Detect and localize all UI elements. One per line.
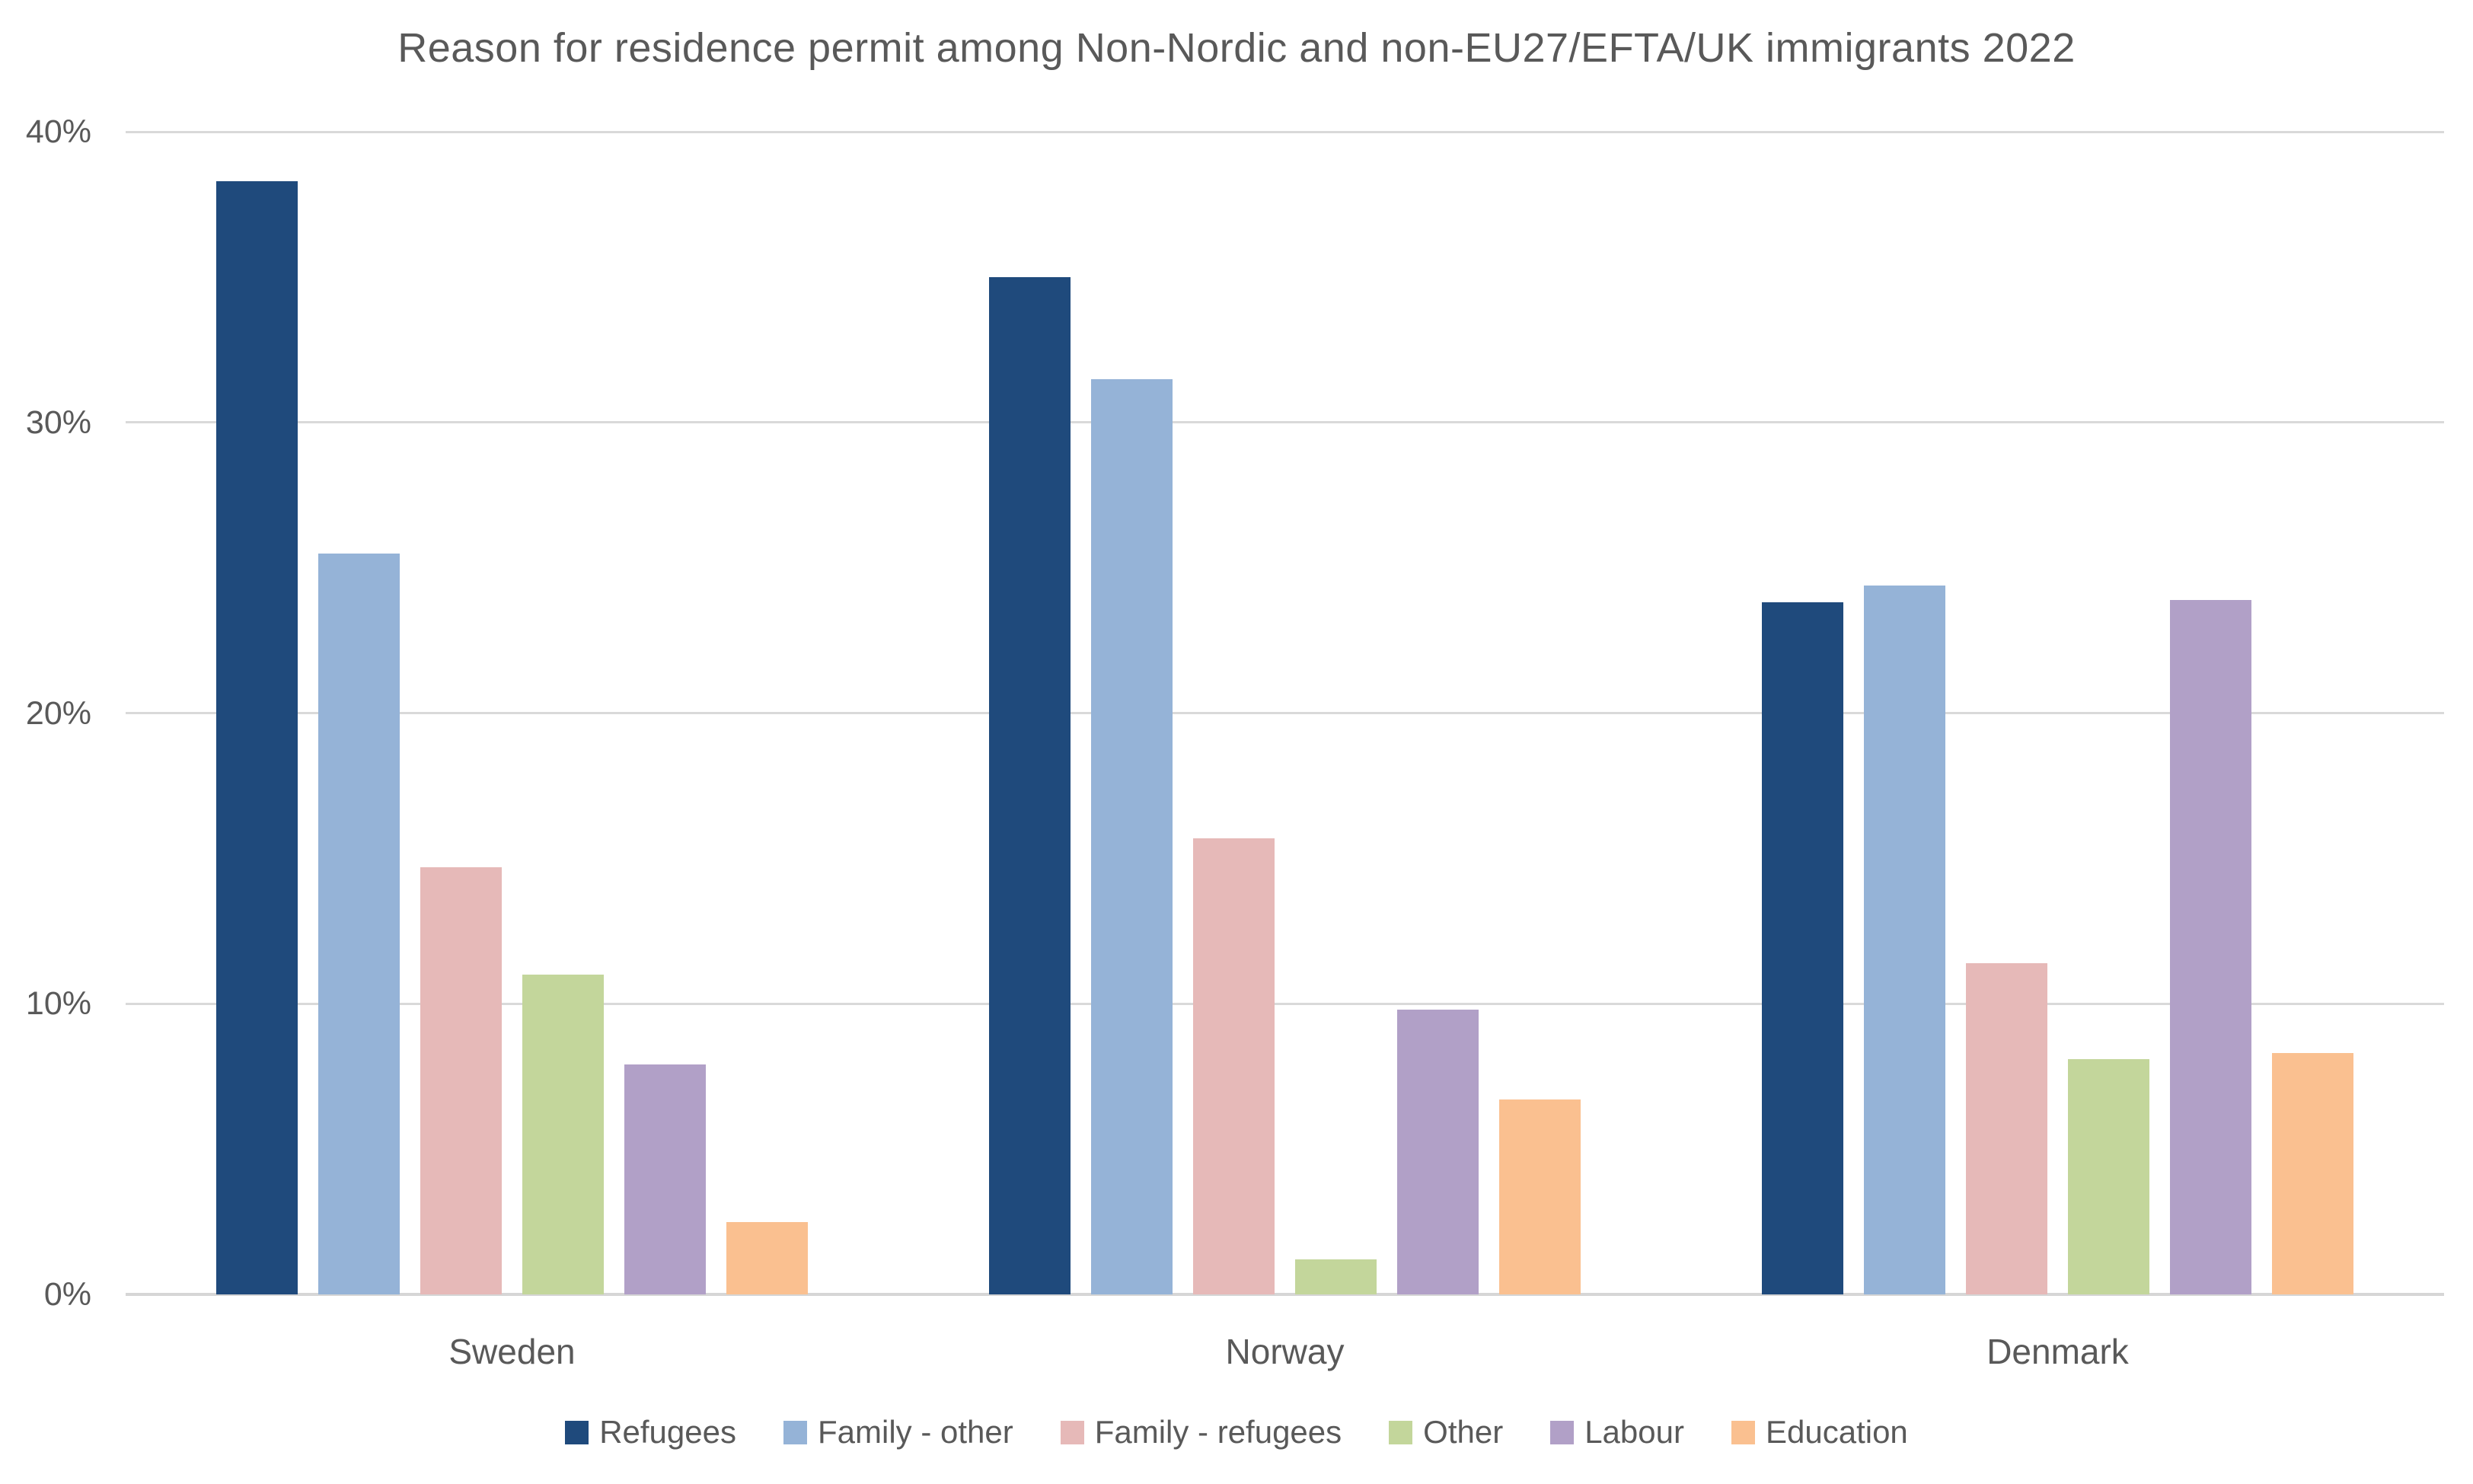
legend-item-family-refugees: Family - refugees — [1060, 1414, 1342, 1450]
y-axis-label-20: 20% — [25, 694, 91, 732]
plot-area — [126, 130, 2444, 1296]
legend-item-education: Education — [1731, 1416, 1908, 1448]
bar-sweden-family-refugees — [420, 866, 502, 1294]
y-axis-label-0: 0% — [43, 1276, 91, 1313]
legend-label-family-refugees: Family - refugees — [1094, 1414, 1342, 1450]
legend-swatch-refugees-icon — [565, 1420, 589, 1444]
bar-norway-labour — [1397, 1009, 1479, 1294]
bar-sweden-other — [522, 975, 604, 1294]
bar-norway-education — [1499, 1099, 1581, 1294]
bar-group-norway — [898, 132, 1671, 1294]
legend-item-refugees: Refugees — [565, 1416, 736, 1448]
chart-title: Reason for residence permit among Non-No… — [397, 25, 2076, 71]
legend-label-other: Other — [1423, 1414, 1504, 1450]
legend-label-labour: Labour — [1584, 1414, 1684, 1450]
legend-swatch-other-icon — [1389, 1420, 1413, 1444]
bar-norway-family-other — [1091, 378, 1173, 1294]
bar-denmark-other — [2068, 1058, 2149, 1294]
gridline-10 — [126, 1002, 2444, 1005]
bar-denmark-labour — [2170, 599, 2251, 1294]
bar-denmark-family-other — [1864, 585, 1945, 1294]
bar-group-denmark — [1671, 132, 2444, 1294]
legend-item-labour: Labour — [1550, 1416, 1684, 1448]
legend-item-other: Other — [1389, 1416, 1503, 1448]
y-axis-label-10: 10% — [25, 985, 91, 1023]
x-axis-label-denmark: Denmark — [1986, 1332, 2129, 1371]
bar-norway-other — [1295, 1259, 1377, 1294]
legend-item-family-other: Family - other — [783, 1416, 1013, 1448]
bar-sweden-education — [726, 1221, 808, 1294]
legend-swatch-family-other-icon — [783, 1420, 807, 1444]
bar-norway-refugees — [989, 276, 1071, 1294]
legend: Refugees Family - other Family - refugees O… — [0, 1416, 2473, 1448]
bar-denmark-refugees — [1762, 602, 1843, 1294]
x-axis-label-norway: Norway — [1225, 1332, 1345, 1371]
legend-label-family-other: Family - other — [818, 1414, 1013, 1450]
legend-swatch-labour-icon — [1550, 1420, 1575, 1444]
y-axis-label-40: 40% — [25, 113, 91, 150]
gridline-40 — [126, 130, 2444, 133]
bar-denmark-education — [2272, 1053, 2353, 1294]
bar-norway-family-refugees — [1193, 838, 1275, 1294]
gridline-20 — [126, 712, 2444, 714]
gridline-0 — [126, 1292, 2444, 1296]
legend-label-refugees: Refugees — [599, 1414, 736, 1450]
bar-denmark-family-refugees — [1966, 962, 2047, 1294]
legend-swatch-education-icon — [1731, 1420, 1755, 1444]
bar-group-sweden — [126, 132, 898, 1294]
gridline-30 — [126, 421, 2444, 424]
x-axis-label-sweden: Sweden — [448, 1332, 576, 1371]
legend-swatch-family-refugees-icon — [1060, 1420, 1084, 1444]
bar-sweden-family-other — [318, 553, 400, 1294]
bar-sweden-labour — [624, 1064, 706, 1294]
legend-label-education: Education — [1765, 1414, 1908, 1450]
y-axis-label-30: 30% — [25, 404, 91, 441]
bar-sweden-refugees — [216, 180, 298, 1294]
